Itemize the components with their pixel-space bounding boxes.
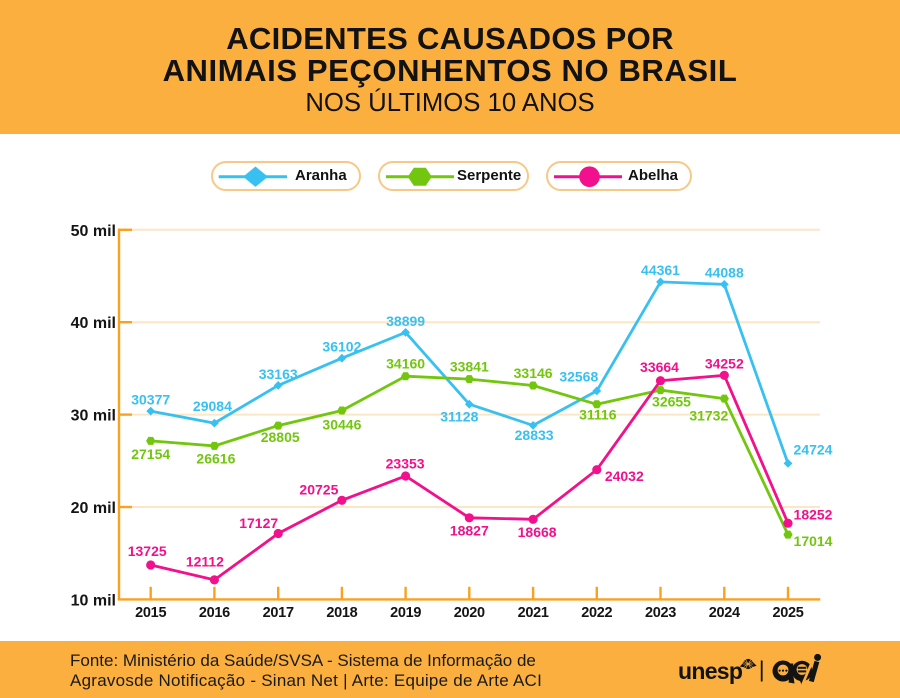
svg-text:13725: 13725 (128, 543, 167, 559)
svg-text:33841: 33841 (450, 359, 489, 375)
svg-text:32568: 32568 (559, 368, 598, 384)
svg-text:33146: 33146 (514, 365, 553, 381)
svg-text:2022: 2022 (581, 605, 612, 621)
svg-text:36102: 36102 (322, 339, 361, 355)
svg-text:18252: 18252 (794, 506, 833, 522)
svg-text:34252: 34252 (705, 355, 744, 371)
svg-text:34160: 34160 (386, 356, 425, 372)
svg-text:33664: 33664 (640, 359, 679, 375)
svg-text:2023: 2023 (645, 605, 676, 621)
svg-text:28805: 28805 (261, 429, 300, 445)
svg-text:24032: 24032 (605, 468, 644, 484)
svg-text:17127: 17127 (239, 515, 278, 531)
svg-text:30 mil: 30 mil (71, 408, 116, 425)
svg-text:2021: 2021 (518, 605, 549, 621)
svg-text:12112: 12112 (186, 553, 224, 569)
svg-text:44088: 44088 (705, 264, 744, 280)
svg-text:27154: 27154 (131, 446, 170, 462)
svg-text:30377: 30377 (131, 392, 170, 408)
svg-text:31732: 31732 (689, 408, 728, 424)
svg-text:2018: 2018 (326, 605, 357, 621)
svg-text:2025: 2025 (772, 605, 803, 621)
svg-text:2015: 2015 (135, 605, 166, 621)
svg-text:unesp: unesp (678, 658, 743, 684)
svg-text:31128: 31128 (440, 409, 478, 425)
svg-text:20725: 20725 (299, 481, 338, 497)
svg-text:40 mil: 40 mil (71, 315, 116, 332)
svg-text:44361: 44361 (641, 262, 680, 278)
svg-text:2024: 2024 (709, 605, 740, 621)
svg-text:26616: 26616 (196, 450, 235, 466)
svg-text:20 mil: 20 mil (71, 500, 116, 517)
svg-text:28833: 28833 (515, 427, 554, 443)
svg-text:10 mil: 10 mil (71, 592, 116, 609)
svg-text:2020: 2020 (454, 605, 485, 621)
svg-text:18668: 18668 (518, 524, 557, 540)
svg-text:33163: 33163 (259, 366, 298, 382)
svg-text:50 mil: 50 mil (71, 223, 116, 240)
svg-text:18827: 18827 (450, 522, 489, 538)
svg-text:2016: 2016 (199, 605, 230, 621)
svg-text:31116: 31116 (579, 406, 617, 422)
svg-text:2019: 2019 (390, 605, 421, 621)
svg-text:30446: 30446 (322, 417, 361, 433)
svg-text:2017: 2017 (263, 605, 294, 621)
svg-text:24724: 24724 (794, 441, 833, 457)
svg-text:23353: 23353 (386, 455, 425, 471)
svg-text:38899: 38899 (386, 313, 425, 329)
svg-text:32655: 32655 (652, 394, 691, 410)
svg-text:17014: 17014 (794, 533, 833, 549)
svg-text:29084: 29084 (193, 398, 232, 414)
